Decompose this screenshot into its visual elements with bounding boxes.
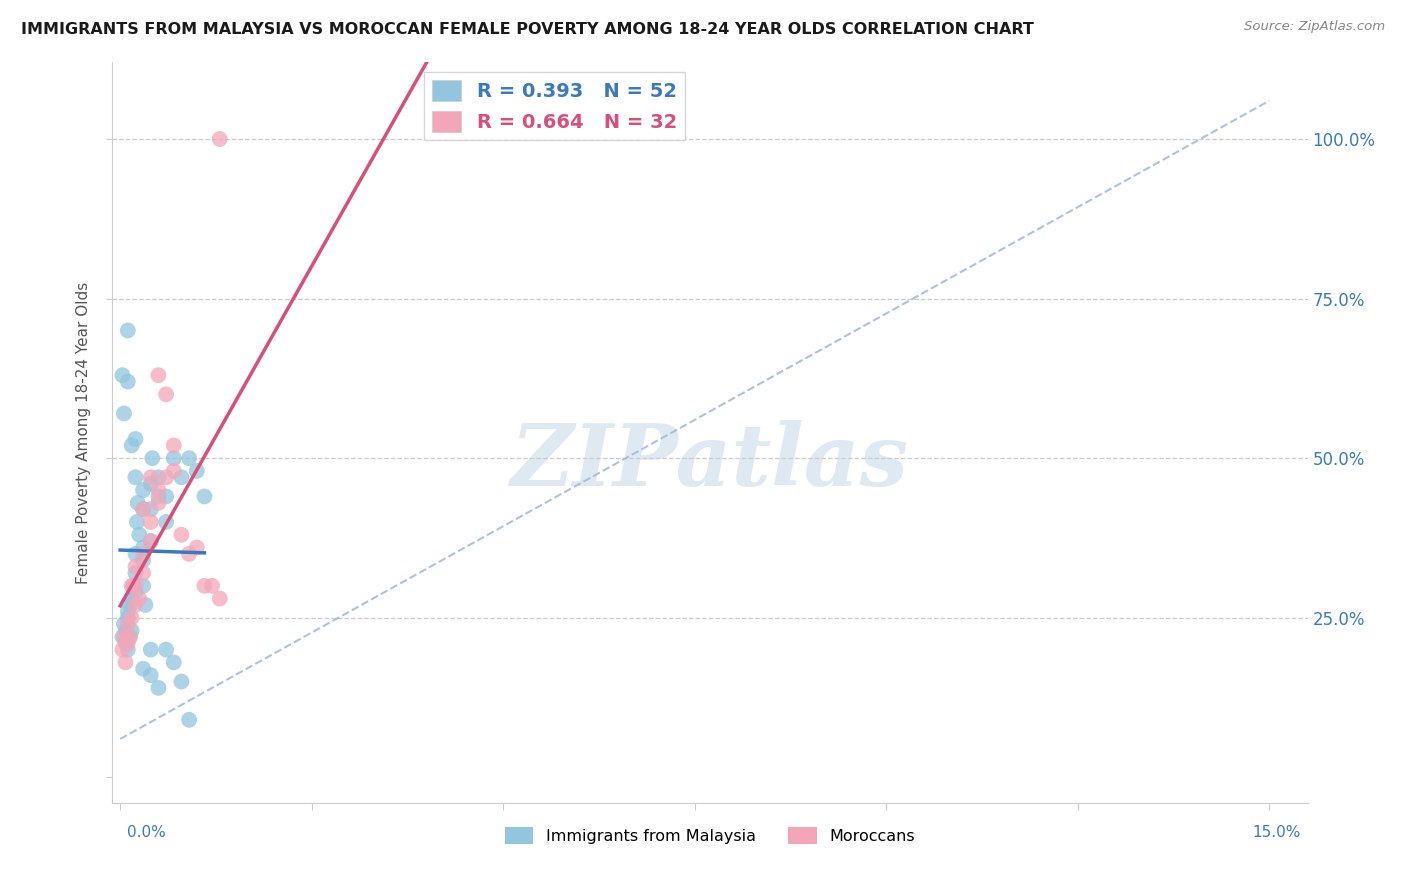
Point xyxy=(132,502,155,516)
Point xyxy=(170,527,193,541)
Point xyxy=(114,656,136,670)
Point xyxy=(163,451,186,466)
Point xyxy=(121,591,143,606)
Point xyxy=(127,496,149,510)
Point xyxy=(121,438,143,452)
Point xyxy=(120,630,142,644)
Text: 15.0%: 15.0% xyxy=(1253,825,1301,839)
Point xyxy=(132,502,155,516)
Point xyxy=(148,496,170,510)
Point xyxy=(155,515,177,529)
Point xyxy=(128,527,150,541)
Point xyxy=(117,375,139,389)
Point xyxy=(124,470,146,484)
Point xyxy=(139,534,162,549)
Legend: Immigrants from Malaysia, Moroccans: Immigrants from Malaysia, Moroccans xyxy=(498,821,922,850)
Point xyxy=(177,547,200,561)
Point xyxy=(117,642,139,657)
Point xyxy=(124,579,146,593)
Text: ZIPatlas: ZIPatlas xyxy=(510,420,910,504)
Point xyxy=(134,598,156,612)
Point xyxy=(112,630,135,644)
Point xyxy=(124,559,146,574)
Point xyxy=(148,368,170,383)
Point xyxy=(139,668,162,682)
Point xyxy=(128,591,150,606)
Point xyxy=(117,636,139,650)
Point xyxy=(124,547,146,561)
Point xyxy=(139,502,162,516)
Point xyxy=(148,681,170,695)
Point xyxy=(170,470,193,484)
Point xyxy=(139,476,162,491)
Point xyxy=(155,387,177,401)
Point xyxy=(132,541,155,555)
Point xyxy=(111,630,134,644)
Point xyxy=(139,470,162,484)
Point xyxy=(201,579,224,593)
Point xyxy=(148,483,170,497)
Text: Source: ZipAtlas.com: Source: ZipAtlas.com xyxy=(1244,20,1385,33)
Point xyxy=(186,464,208,478)
Point xyxy=(121,611,143,625)
Point xyxy=(117,324,139,338)
Point xyxy=(122,579,145,593)
Point xyxy=(139,534,162,549)
Point xyxy=(186,541,208,555)
Point xyxy=(193,490,215,504)
Point xyxy=(124,566,146,580)
Point xyxy=(125,515,148,529)
Point xyxy=(139,642,162,657)
Point xyxy=(170,674,193,689)
Point xyxy=(132,553,155,567)
Point xyxy=(132,662,155,676)
Point xyxy=(118,630,141,644)
Point xyxy=(132,566,155,580)
Point xyxy=(208,132,231,146)
Point xyxy=(139,515,162,529)
Point xyxy=(117,604,139,618)
Point xyxy=(163,438,186,452)
Point xyxy=(132,547,155,561)
Point xyxy=(114,636,136,650)
Text: IMMIGRANTS FROM MALAYSIA VS MOROCCAN FEMALE POVERTY AMONG 18-24 YEAR OLDS CORREL: IMMIGRANTS FROM MALAYSIA VS MOROCCAN FEM… xyxy=(21,22,1033,37)
Point xyxy=(111,368,134,383)
Point xyxy=(117,611,139,625)
Point xyxy=(148,490,170,504)
Point xyxy=(117,617,139,632)
Point xyxy=(124,585,146,599)
Point xyxy=(111,642,134,657)
Point xyxy=(121,624,143,638)
Point xyxy=(155,642,177,657)
Point xyxy=(177,451,200,466)
Point xyxy=(208,591,231,606)
Point xyxy=(148,470,170,484)
Point xyxy=(124,598,146,612)
Point xyxy=(115,624,138,638)
Point xyxy=(177,713,200,727)
Point xyxy=(124,432,146,446)
Point xyxy=(120,598,142,612)
Text: 0.0%: 0.0% xyxy=(127,825,166,839)
Point xyxy=(163,464,186,478)
Point xyxy=(141,451,163,466)
Point xyxy=(155,490,177,504)
Point xyxy=(163,656,186,670)
Point xyxy=(155,470,177,484)
Point xyxy=(193,579,215,593)
Point xyxy=(112,407,135,421)
Point xyxy=(132,579,155,593)
Y-axis label: Female Poverty Among 18-24 Year Olds: Female Poverty Among 18-24 Year Olds xyxy=(76,282,91,583)
Point xyxy=(112,617,135,632)
Point xyxy=(132,483,155,497)
Point xyxy=(121,579,143,593)
